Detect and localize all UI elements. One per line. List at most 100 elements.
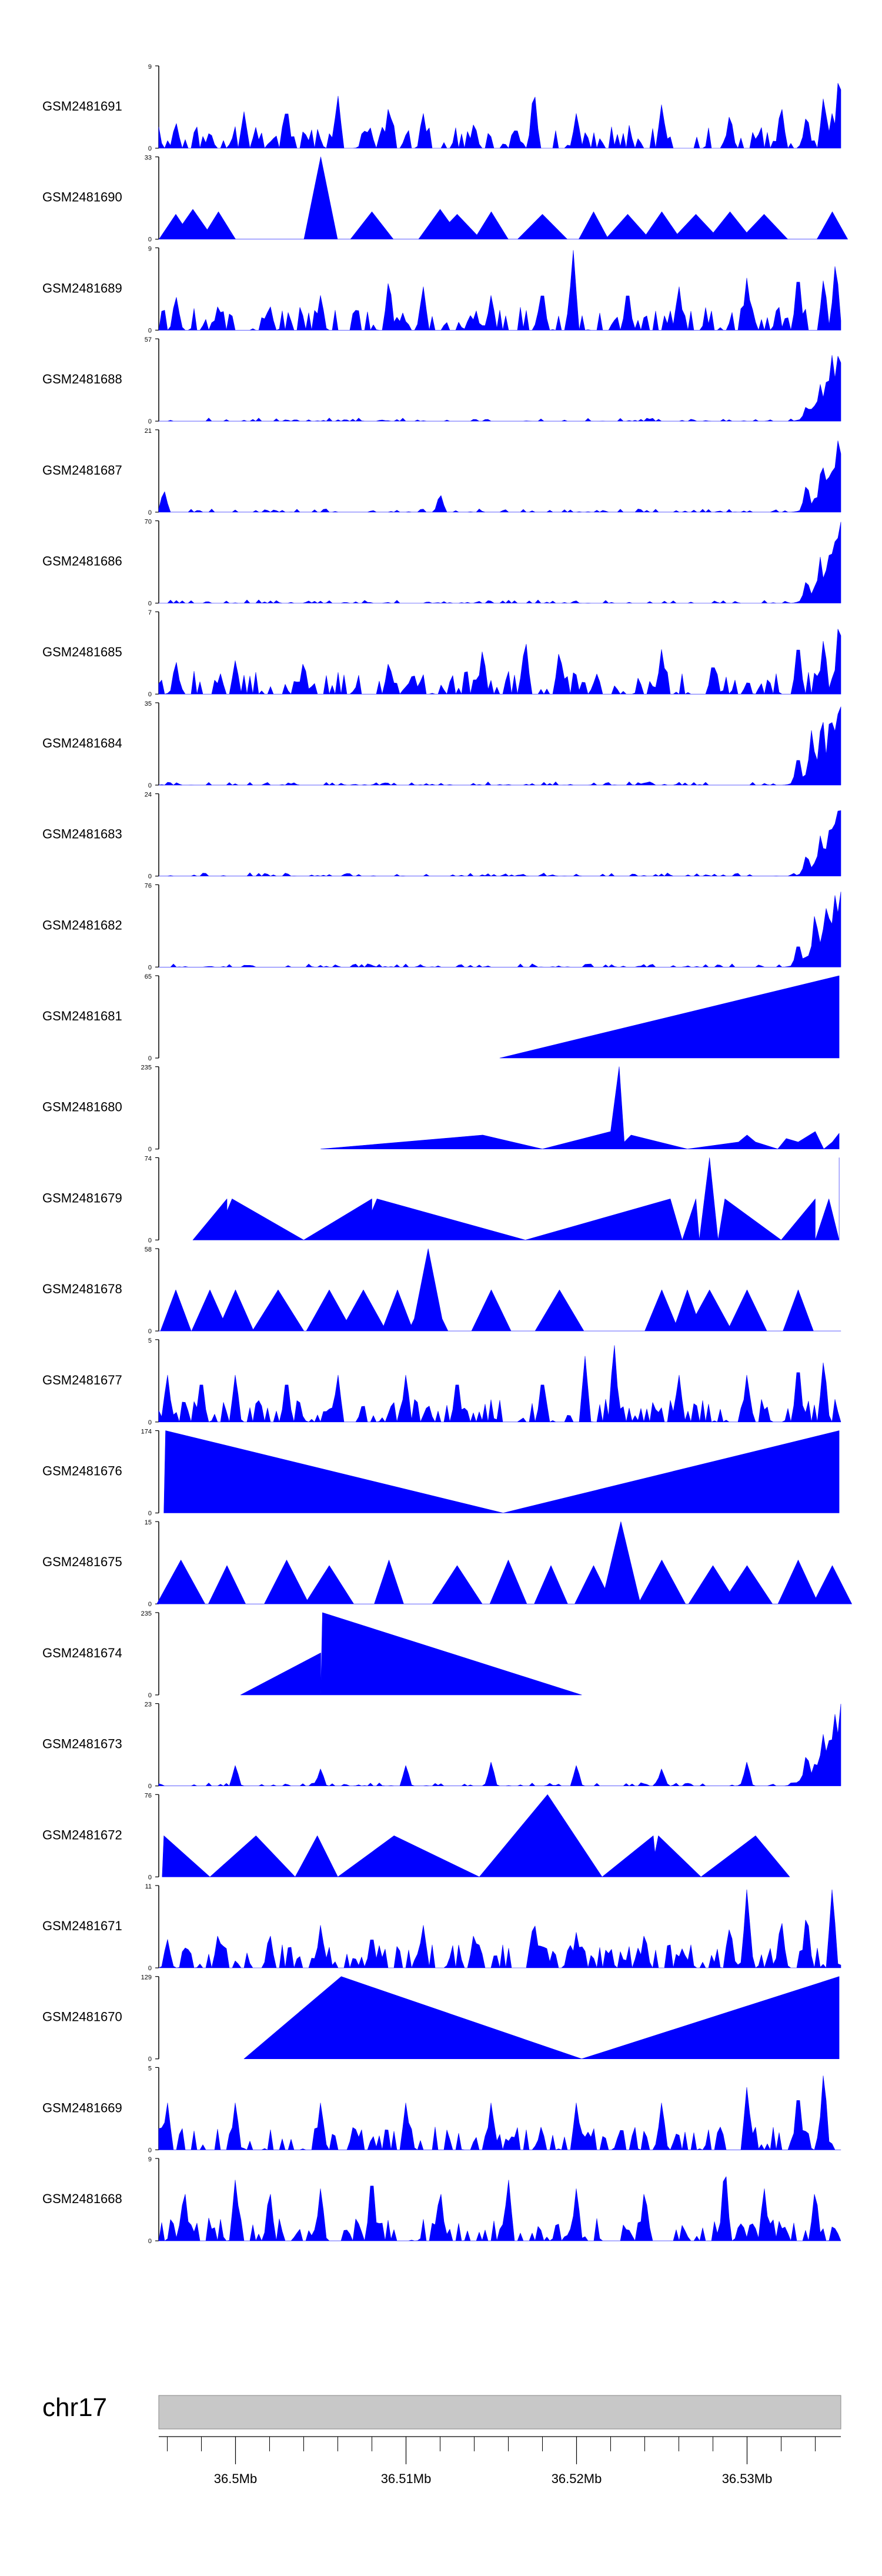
track-GSM2481681: GSM2481681 65 0 xyxy=(42,973,840,1062)
track-GSM2481688: GSM2481688 57 0 xyxy=(42,336,841,425)
major-tick-label: 36.51Mb xyxy=(381,2471,432,2486)
y-tick-label-max: 9 xyxy=(148,245,152,252)
y-tick-label-max: 33 xyxy=(145,155,152,162)
coverage-area xyxy=(158,441,841,513)
coverage-area xyxy=(158,892,841,967)
y-tick-label-max: 57 xyxy=(145,336,152,343)
coverage-area xyxy=(158,706,841,786)
coverage-area xyxy=(158,1345,841,1423)
y-tick-label-max: 11 xyxy=(145,1883,152,1890)
y-tick-label-min: 0 xyxy=(148,2056,152,2063)
track-label: GSM2481686 xyxy=(42,554,122,569)
coverage-area xyxy=(158,1248,841,1332)
y-tick-label-max: 129 xyxy=(141,1974,152,1981)
track-GSM2481669: GSM2481669 5 0 xyxy=(42,2065,841,2154)
coverage-area xyxy=(243,1976,840,2059)
y-tick-label-max: 174 xyxy=(141,1429,152,1436)
track-GSM2481689: GSM2481689 9 0 xyxy=(42,245,841,334)
y-tick-label-max: 9 xyxy=(148,2156,152,2163)
track-GSM2481670: GSM2481670 129 0 xyxy=(42,1974,840,2063)
coverage-area xyxy=(320,1066,840,1149)
y-tick-label-min: 0 xyxy=(148,600,152,608)
y-tick-label-max: 235 xyxy=(141,1065,152,1072)
coverage-area xyxy=(158,83,841,149)
y-tick-label-min: 0 xyxy=(148,1510,152,1517)
y-tick-label-max: 9 xyxy=(148,64,152,71)
track-label: GSM2481676 xyxy=(42,1464,122,1479)
chromosome-band xyxy=(158,2395,841,2430)
coverage-area xyxy=(158,629,841,695)
y-tick-label-min: 0 xyxy=(148,964,152,971)
coverage-area xyxy=(192,1157,840,1240)
y-tick-label-max: 235 xyxy=(141,1610,152,1617)
major-tick-label: 36.5Mb xyxy=(214,2471,257,2486)
track-label: GSM2481670 xyxy=(42,2010,122,2024)
y-tick-label-min: 0 xyxy=(148,236,152,243)
y-tick-label-max: 58 xyxy=(145,1246,152,1253)
track-GSM2481678: GSM2481678 58 0 xyxy=(42,1246,841,1335)
track-label: GSM2481689 xyxy=(42,281,122,295)
track-GSM2481682: GSM2481682 76 0 xyxy=(42,882,841,971)
y-tick-label-min: 0 xyxy=(148,1146,152,1153)
track-GSM2481683: GSM2481683 24 0 xyxy=(42,792,841,880)
y-tick-label-max: 70 xyxy=(145,519,152,526)
track-label: GSM2481678 xyxy=(42,1282,122,1296)
track-label: GSM2481687 xyxy=(42,463,122,478)
y-tick-label-min: 0 xyxy=(148,1055,152,1062)
track-label: GSM2481669 xyxy=(42,2100,122,2115)
track-label: GSM2481691 xyxy=(42,99,122,114)
track-GSM2481668: GSM2481668 9 0 xyxy=(42,2156,841,2245)
y-tick-label-min: 0 xyxy=(148,145,152,152)
y-tick-label-max: 7 xyxy=(148,609,152,616)
track-GSM2481680: GSM2481680 235 0 xyxy=(42,1065,840,1153)
y-tick-label-min: 0 xyxy=(148,691,152,698)
track-label: GSM2481690 xyxy=(42,190,122,205)
track-GSM2481672: GSM2481672 76 0 xyxy=(42,1792,790,1881)
track-GSM2481677: GSM2481677 5 0 xyxy=(42,1337,841,1426)
track-GSM2481674: GSM2481674 235 0 xyxy=(42,1610,582,1699)
track-label: GSM2481685 xyxy=(42,645,122,659)
coverage-area xyxy=(158,250,841,331)
track-label: GSM2481680 xyxy=(42,1100,122,1115)
coverage-area xyxy=(158,2176,841,2241)
y-tick-label-min: 0 xyxy=(148,1692,152,1699)
major-tick-label: 36.52Mb xyxy=(552,2471,602,2486)
chromosome-ideogram: chr17 36.5Mb 36.51Mb 36.52Mb 36.53Mb xyxy=(42,2393,841,2486)
y-tick-label-min: 0 xyxy=(148,1874,152,1881)
y-tick-label-min: 0 xyxy=(148,1783,152,1790)
y-tick-label-max: 76 xyxy=(145,882,152,889)
track-label: GSM2481672 xyxy=(42,1827,122,1842)
y-tick-label-max: 74 xyxy=(145,1155,152,1162)
coverage-area xyxy=(156,1521,852,1604)
track-GSM2481684: GSM2481684 35 0 xyxy=(42,700,841,789)
coverage-area xyxy=(158,522,841,603)
track-GSM2481675: GSM2481675 15 0 xyxy=(42,1519,852,1608)
track-label: GSM2481679 xyxy=(42,1190,122,1205)
y-tick-label-min: 0 xyxy=(148,2147,152,2154)
track-GSM2481676: GSM2481676 174 0 xyxy=(42,1429,840,1517)
y-tick-label-max: 21 xyxy=(145,428,152,435)
coverage-area xyxy=(158,355,841,422)
coverage-area xyxy=(158,2076,841,2150)
y-tick-label-min: 0 xyxy=(148,1601,152,1608)
track-label: GSM2481671 xyxy=(42,1918,122,1933)
track-GSM2481673: GSM2481673 23 0 xyxy=(42,1701,841,1790)
coverage-area xyxy=(158,810,841,876)
track-label: GSM2481681 xyxy=(42,1009,122,1023)
track-label: GSM2481675 xyxy=(42,1554,122,1569)
track-label: GSM2481682 xyxy=(42,917,122,932)
tracks-group: GSM248169190GSM2481690330GSM248168990GSM… xyxy=(42,64,852,2245)
y-tick-label-min: 0 xyxy=(148,2238,152,2245)
track-label: GSM2481688 xyxy=(42,372,122,386)
axis-ticks: 36.5Mb 36.51Mb 36.52Mb 36.53Mb xyxy=(159,2436,841,2486)
y-tick-label-min: 0 xyxy=(148,1328,152,1335)
y-tick-label-max: 5 xyxy=(148,1337,152,1344)
track-GSM2481691: GSM2481691 9 0 xyxy=(42,64,841,152)
coverage-area xyxy=(240,1612,582,1696)
y-tick-label-min: 0 xyxy=(148,1965,152,1972)
y-tick-label-min: 0 xyxy=(148,1237,152,1244)
y-tick-label-max: 24 xyxy=(145,792,152,799)
track-GSM2481671: GSM2481671 11 0 xyxy=(42,1883,841,1972)
track-GSM2481679: GSM2481679 74 0 xyxy=(42,1155,840,1244)
